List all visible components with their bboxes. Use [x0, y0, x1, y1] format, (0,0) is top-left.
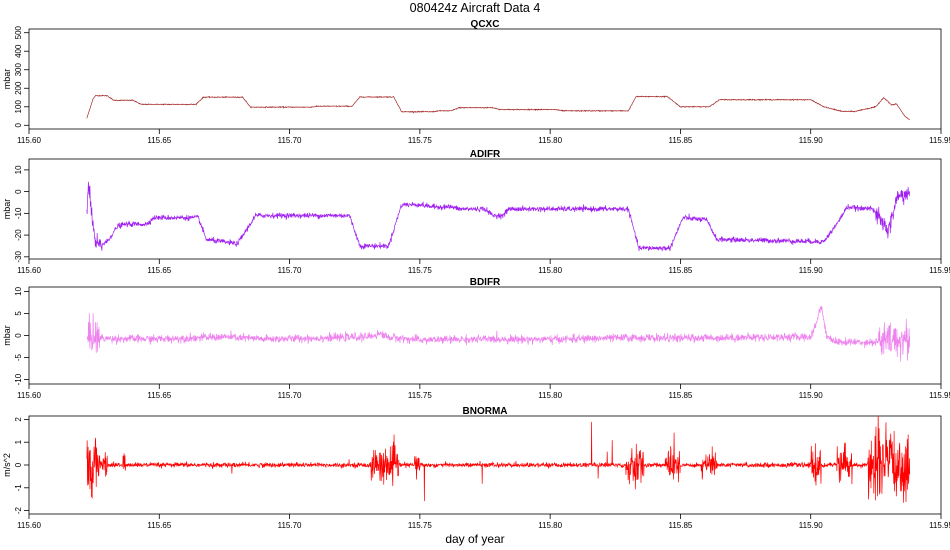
x-tick-label: 115.95 — [929, 266, 950, 275]
y-axis-label: mbar — [2, 69, 12, 90]
y-tick-label: 2 — [14, 417, 23, 422]
y-tick-label: 10 — [14, 286, 23, 295]
series-line-qcxc — [86, 94, 910, 121]
x-tick-label: 115.95 — [929, 521, 950, 530]
chart-panel-qcxc: QCXC mbar 115.60 115.65 115.70 115.75 115.80 11… — [2, 19, 950, 145]
y-tick-label: -1 — [14, 484, 23, 492]
x-tick-label: 115.95 — [929, 136, 950, 145]
x-tick-label: 115.70 — [278, 266, 302, 275]
x-tick-label: 115.90 — [799, 136, 823, 145]
series-line-adifr — [86, 181, 911, 252]
x-tick-label: 115.85 — [668, 391, 692, 400]
x-tick-label: 115.75 — [408, 136, 432, 145]
x-tick-label: 115.65 — [147, 521, 171, 530]
y-tick-label: -30 — [14, 250, 23, 262]
y-tick-label: 0 — [14, 333, 23, 338]
y-tick-label: 400 — [14, 44, 23, 58]
series-line-bnorma — [86, 416, 911, 503]
panel-title: ADIFR — [470, 149, 501, 160]
x-tick-label: 115.75 — [408, 521, 432, 530]
x-tick-label: 115.65 — [147, 391, 171, 400]
y-axis-label: mbar — [2, 199, 12, 220]
plot-frame — [28, 158, 942, 260]
y-tick-label: -10 — [14, 373, 23, 385]
x-tick-label: 115.90 — [799, 266, 823, 275]
x-tick-label: 115.85 — [668, 136, 692, 145]
x-tick-label: 115.60 — [17, 266, 41, 275]
x-tick-label: 115.80 — [538, 521, 562, 530]
y-tick-label: 1 — [14, 439, 23, 444]
y-axis-label: m/s^2 — [2, 453, 12, 477]
x-tick-label: 115.80 — [538, 136, 562, 145]
x-tick-label: 115.85 — [668, 521, 692, 530]
x-tick-label: 115.90 — [799, 521, 823, 530]
figure-title: 080424z Aircraft Data 4 — [410, 1, 541, 15]
chart-panel-bnorma: BNORMA m/s^2 115.60 115.65 115.70 115.75 115.8… — [2, 406, 950, 530]
x-tick-label: 115.70 — [278, 521, 302, 530]
chart-panel-bdifr: BDIFR mbar 115.60 115.65 115.70 115.75 115.80 1… — [2, 277, 950, 400]
y-tick-label: -20 — [14, 229, 23, 241]
y-tick-label: -5 — [14, 353, 23, 361]
x-tick-label: 115.80 — [538, 391, 562, 400]
y-tick-label: 100 — [14, 100, 23, 114]
x-axis-label: day of year — [445, 532, 504, 546]
series-line-bdifr — [86, 305, 911, 362]
y-tick-label: 200 — [14, 81, 23, 95]
y-tick-label: -2 — [14, 506, 23, 514]
y-tick-label: -10 — [14, 207, 23, 219]
y-tick-label: 0 — [14, 462, 23, 467]
x-tick-label: 115.60 — [17, 136, 41, 145]
x-tick-label: 115.70 — [278, 136, 302, 145]
y-tick-label: 0 — [14, 189, 23, 194]
y-tick-label: 0 — [14, 123, 23, 128]
y-tick-label: 5 — [14, 311, 23, 316]
panel-title: QCXC — [471, 19, 500, 30]
y-axis-label: mbar — [2, 325, 12, 346]
y-tick-label: 10 — [14, 165, 23, 174]
x-tick-label: 115.60 — [17, 391, 41, 400]
y-tick-label: 300 — [14, 63, 23, 77]
panel-title: BDIFR — [470, 277, 501, 288]
x-tick-label: 115.80 — [538, 266, 562, 275]
x-tick-label: 115.90 — [799, 391, 823, 400]
x-tick-label: 115.85 — [668, 266, 692, 275]
x-tick-label: 115.75 — [408, 391, 432, 400]
x-tick-label: 115.70 — [278, 391, 302, 400]
plot-frame — [28, 28, 942, 130]
x-tick-label: 115.60 — [17, 521, 41, 530]
y-tick-label: 500 — [14, 25, 23, 39]
chart-panel-adifr: ADIFR mbar 115.60 115.65 115.70 115.75 115.80 1… — [2, 149, 950, 275]
panel-title: BNORMA — [463, 406, 508, 417]
x-tick-label: 115.65 — [147, 266, 171, 275]
x-tick-label: 115.75 — [408, 266, 432, 275]
x-tick-label: 115.95 — [929, 391, 950, 400]
x-tick-label: 115.65 — [147, 136, 171, 145]
